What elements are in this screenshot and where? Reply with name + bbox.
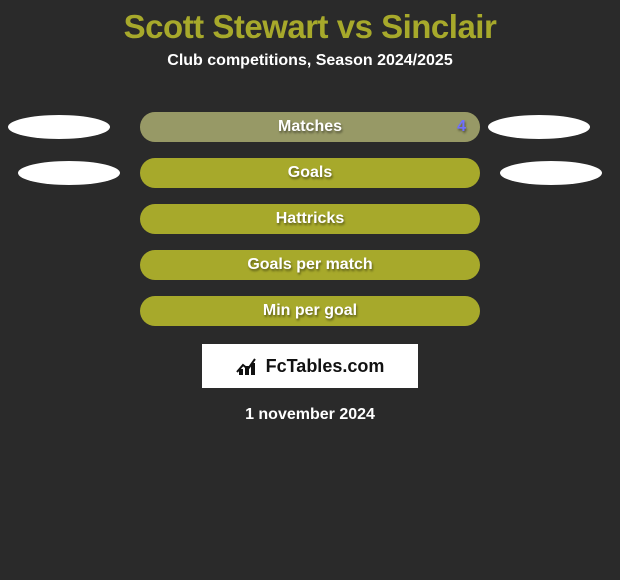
page-title: Scott Stewart vs Sinclair: [0, 0, 620, 46]
stat-label: Min per goal: [263, 302, 357, 320]
stat-row-min-per-goal: Min per goal: [0, 296, 620, 326]
left-ellipse: [8, 115, 110, 139]
comparison-card: Scott Stewart vs Sinclair Club competiti…: [0, 0, 620, 580]
chart-icon: [236, 355, 262, 377]
right-ellipse: [488, 115, 590, 139]
stat-row-matches: Matches 4: [0, 112, 620, 142]
stat-pill: Hattricks: [140, 204, 480, 234]
stat-row-goals-per-match: Goals per match: [0, 250, 620, 280]
subtitle: Club competitions, Season 2024/2025: [0, 52, 620, 70]
stat-value: 4: [457, 118, 466, 136]
stat-label: Matches: [278, 118, 342, 136]
date-label: 1 november 2024: [0, 406, 620, 424]
logo-text: FcTables.com: [266, 356, 385, 377]
stat-pill: Goals per match: [140, 250, 480, 280]
stat-label: Hattricks: [276, 210, 344, 228]
stat-pill: Goals: [140, 158, 480, 188]
logo-box: FcTables.com: [202, 344, 418, 388]
left-ellipse: [18, 161, 120, 185]
stat-label: Goals per match: [247, 256, 372, 274]
stat-pill: Matches 4: [140, 112, 480, 142]
stat-row-goals: Goals: [0, 158, 620, 188]
stat-row-hattricks: Hattricks: [0, 204, 620, 234]
stat-pill: Min per goal: [140, 296, 480, 326]
right-ellipse: [500, 161, 602, 185]
stat-rows: Matches 4 Goals Hattricks Goals per matc…: [0, 112, 620, 326]
stat-label: Goals: [288, 164, 332, 182]
